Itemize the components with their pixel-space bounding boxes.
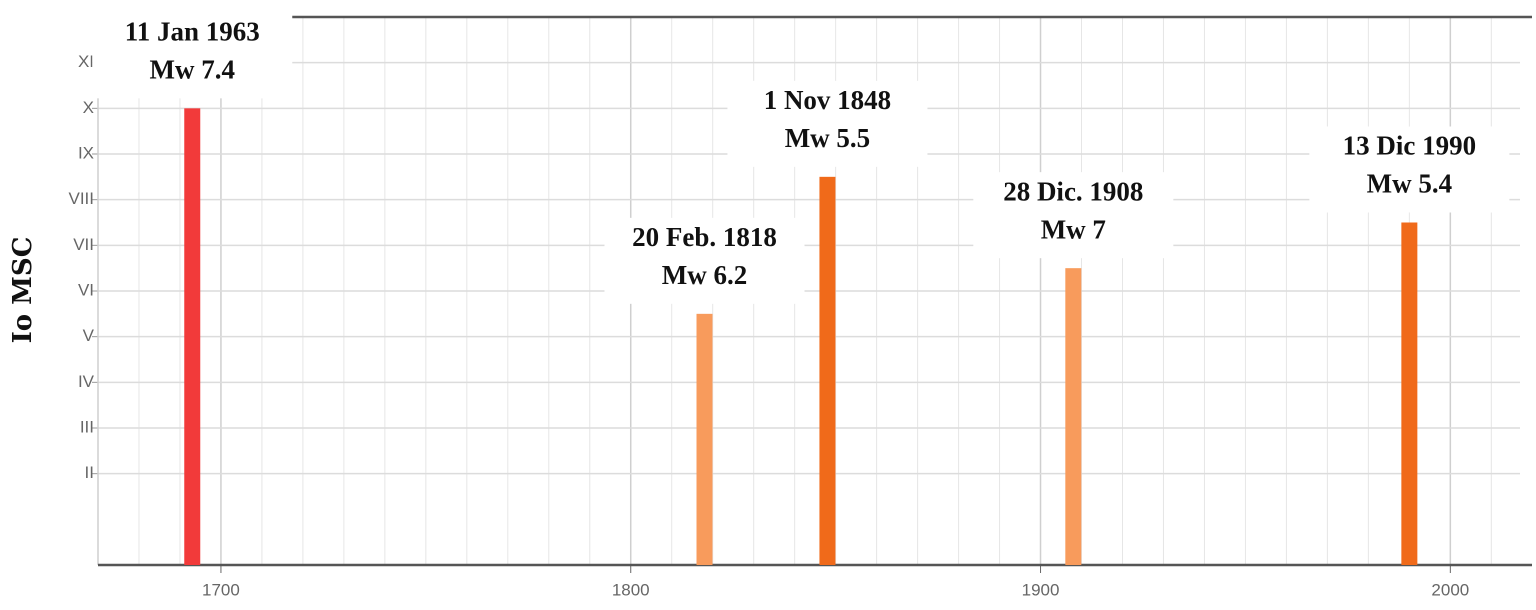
annotation-box	[604, 217, 805, 304]
annotation-line: Mw 5.4	[1367, 169, 1452, 199]
annotation-line: Mw 6.2	[662, 260, 747, 290]
annotation: 1 Nov 1848 Mw 5.5	[727, 80, 928, 167]
annotation-line: 28 Dic. 1908	[1003, 176, 1143, 206]
annotation-line: Mw 7.4	[150, 55, 235, 85]
x-tick-label: 1800	[612, 580, 650, 599]
y-tick-label: V	[83, 326, 95, 345]
annotation-box	[1309, 126, 1510, 213]
y-tick-label: VIII	[68, 189, 94, 208]
annotation-line: 13 Dic 1990	[1343, 131, 1476, 161]
annotation-line: 11 Jan 1963	[125, 17, 260, 47]
y-tick-label: VI	[78, 280, 94, 299]
bar	[1401, 222, 1418, 565]
y-tick-label: IX	[78, 143, 94, 162]
annotation: 20 Feb. 1818 Mw 6.2	[604, 217, 805, 304]
annotation-box	[973, 172, 1174, 259]
annotation-line: Mw 5.5	[785, 123, 870, 153]
y-axis-title: Io MSC	[8, 237, 38, 344]
annotation-box	[727, 80, 928, 167]
y-tick-label: VII	[73, 235, 94, 254]
y-tick-label: X	[83, 98, 94, 117]
y-tick-label: II	[85, 463, 94, 482]
annotation: 11 Jan 1963 Mw 7.4	[92, 12, 293, 99]
annotation-box	[92, 12, 293, 99]
bar	[819, 176, 836, 566]
annotation-line: Mw 7	[1041, 214, 1106, 244]
annotation-line: 20 Feb. 1818	[632, 222, 777, 252]
annotation-line: 1 Nov 1848	[764, 85, 892, 115]
y-tick-label: III	[80, 417, 94, 436]
x-tick-label: 2000	[1431, 580, 1469, 599]
x-tick-label: 1900	[1022, 580, 1060, 599]
annotation: 13 Dic 1990 Mw 5.4	[1309, 126, 1510, 213]
bar	[184, 108, 201, 565]
y-tick-label: IV	[78, 372, 95, 391]
x-tick-label: 1700	[202, 580, 240, 599]
annotation: 28 Dic. 1908 Mw 7	[973, 172, 1174, 259]
bar	[1065, 268, 1082, 565]
y-tick-label: XI	[78, 52, 94, 71]
bar	[696, 313, 713, 565]
